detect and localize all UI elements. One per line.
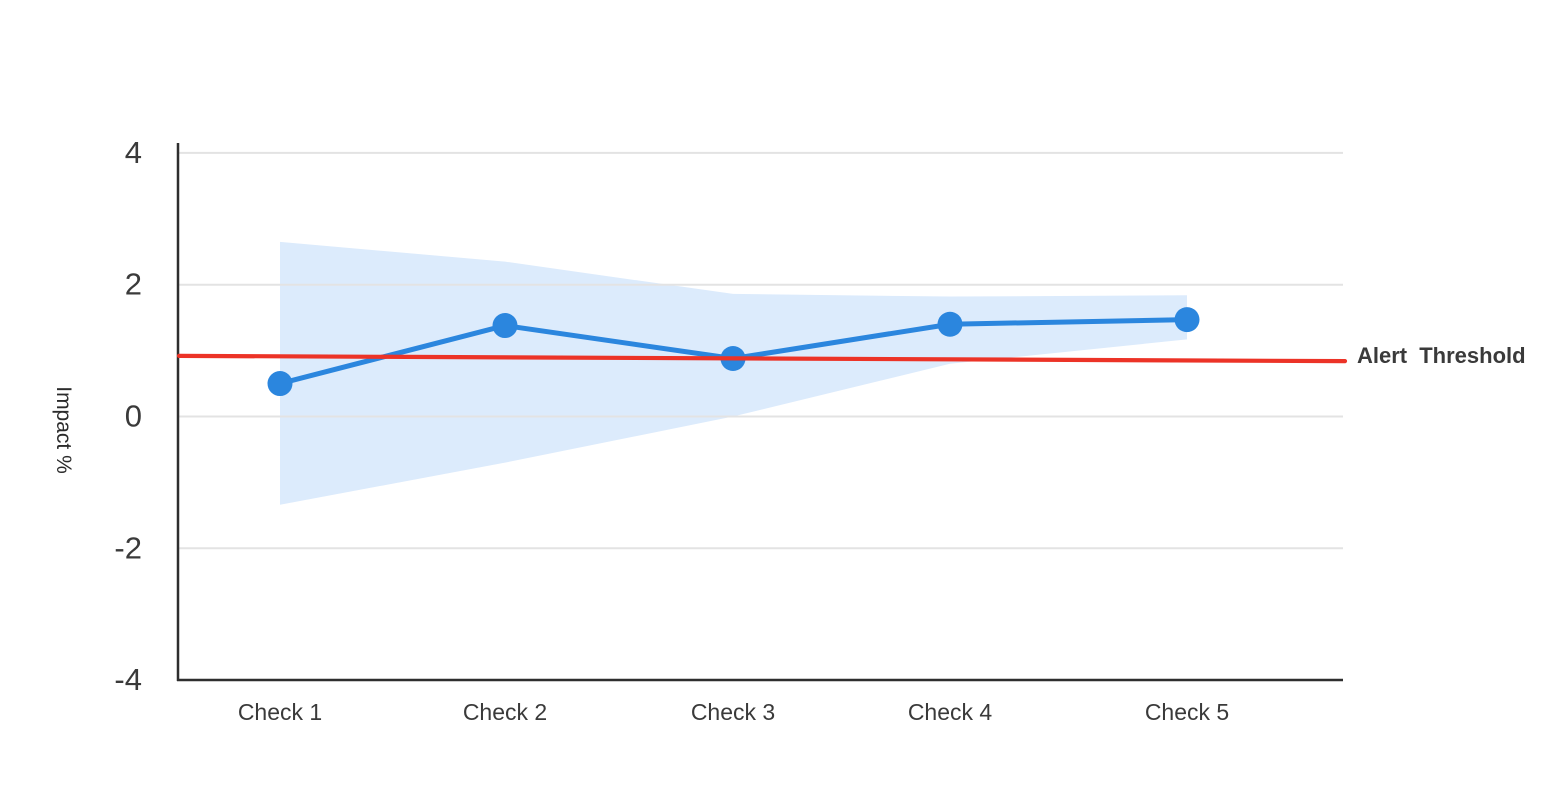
data-point-check-2 xyxy=(492,313,518,339)
confidence-band xyxy=(280,241,1187,505)
y-tick-label--4: -4 xyxy=(114,662,142,697)
alert-threshold-line xyxy=(176,353,1348,364)
x-tick-label-2: Check 2 xyxy=(463,699,547,725)
alert-threshold-label: Alert Threshold xyxy=(1357,343,1526,368)
y-axis-title: Impact % xyxy=(52,386,75,474)
x-tick-label-5: Check 5 xyxy=(1145,699,1229,725)
x-tick-label-1: Check 1 xyxy=(238,699,322,725)
y-tick-label--2: -2 xyxy=(114,530,142,565)
data-point-check-5 xyxy=(1174,307,1200,333)
x-tick-label-3: Check 3 xyxy=(691,699,775,725)
y-tick-label-0: 0 xyxy=(125,399,142,434)
x-tick-label-4: Check 4 xyxy=(908,699,993,725)
data-point-check-4 xyxy=(937,311,963,337)
y-tick-label-4: 4 xyxy=(125,135,142,170)
y-tick-label-2: 2 xyxy=(125,267,142,302)
data-point-check-1 xyxy=(267,371,293,397)
